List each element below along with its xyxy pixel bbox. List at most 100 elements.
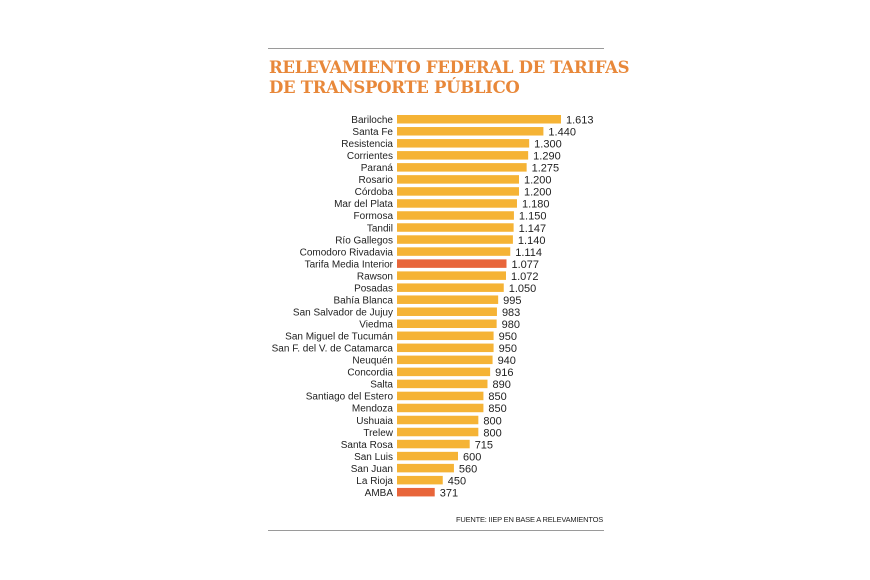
category-label: Santa Fe xyxy=(352,127,393,138)
bar xyxy=(397,211,514,220)
category-label: Río Gallegos xyxy=(335,235,393,246)
value-label: 715 xyxy=(475,439,493,451)
value-label: 1.140 xyxy=(518,235,546,247)
category-label: Tandil xyxy=(367,223,393,234)
value-label: 1.114 xyxy=(515,247,542,259)
value-label: 371 xyxy=(440,487,458,499)
bar xyxy=(397,379,488,389)
category-label: San Juan xyxy=(351,464,393,475)
bar xyxy=(397,367,491,377)
bar xyxy=(397,115,561,124)
value-label: 850 xyxy=(488,391,506,403)
value-label: 890 xyxy=(492,379,510,391)
category-label: Rawson xyxy=(357,271,393,282)
bottom-rule xyxy=(268,530,604,531)
category-label: AMBA xyxy=(365,488,394,499)
bar xyxy=(397,175,520,184)
bar xyxy=(397,403,484,413)
category-label: Córdoba xyxy=(355,187,394,198)
value-label: 1.200 xyxy=(524,175,552,187)
category-label: San Miguel de Tucumán xyxy=(285,332,393,343)
value-label: 950 xyxy=(499,343,517,355)
top-rule xyxy=(268,48,604,49)
category-label: Trelew xyxy=(363,428,393,439)
bar xyxy=(397,331,494,341)
category-label: Bariloche xyxy=(351,115,393,126)
bar xyxy=(397,127,544,136)
category-label: Viedma xyxy=(359,320,393,331)
value-label: 1.050 xyxy=(509,283,537,295)
category-label: Formosa xyxy=(354,211,394,222)
category-label: Tarifa Media Interior xyxy=(305,259,394,270)
bar xyxy=(397,343,494,353)
category-label: Santa Rosa xyxy=(341,440,394,451)
bar xyxy=(397,295,499,304)
category-label: Comodoro Rivadavia xyxy=(300,247,394,258)
value-label: 800 xyxy=(483,427,501,439)
value-label: 995 xyxy=(503,295,521,307)
bar xyxy=(397,235,513,244)
value-label: 600 xyxy=(463,451,481,463)
bar xyxy=(397,187,520,196)
bar xyxy=(397,283,504,292)
bar xyxy=(397,271,506,280)
category-label: San Salvador de Jujuy xyxy=(293,307,393,318)
value-label: 983 xyxy=(502,307,520,319)
value-label: 1.300 xyxy=(534,139,562,151)
bar xyxy=(397,247,511,256)
value-label: 1.180 xyxy=(522,199,550,211)
category-label: Santiago del Estero xyxy=(306,392,394,403)
bar xyxy=(397,199,517,208)
value-label: 1.200 xyxy=(524,187,552,199)
category-label: Salta xyxy=(370,380,393,391)
category-label: Neuquén xyxy=(352,356,393,367)
source-note: FUENTE: IIEP EN BASE A RELEVAMIENTOS xyxy=(455,515,603,524)
value-label: 1.077 xyxy=(512,259,540,271)
bar xyxy=(397,415,479,425)
category-label: Corrientes xyxy=(347,151,393,162)
value-label: 1.440 xyxy=(548,127,576,139)
category-label: San Luis xyxy=(354,452,393,463)
category-label: La Rioja xyxy=(356,476,393,487)
value-label: 1.613 xyxy=(566,115,594,127)
category-label: Mendoza xyxy=(352,404,394,415)
category-label: Bahía Blanca xyxy=(334,295,394,306)
value-label: 560 xyxy=(459,463,477,475)
category-label: Mar del Plata xyxy=(334,199,393,210)
category-label: San F. del V. de Catamarca xyxy=(272,344,394,355)
category-label: Ushuaia xyxy=(356,416,393,427)
bar xyxy=(397,355,493,365)
bar xyxy=(397,139,530,148)
value-label: 980 xyxy=(502,319,520,331)
category-label: Resistencia xyxy=(341,139,393,150)
bar xyxy=(397,475,443,485)
bar xyxy=(397,307,497,316)
bar xyxy=(397,427,479,437)
bar xyxy=(397,487,435,497)
value-label: 950 xyxy=(499,331,517,343)
value-label: 1.290 xyxy=(533,151,561,163)
bar xyxy=(397,151,529,160)
value-label: 1.072 xyxy=(511,271,539,283)
bar xyxy=(397,163,527,172)
bar xyxy=(397,223,514,232)
value-label: 1.150 xyxy=(519,211,547,223)
bar xyxy=(397,319,497,329)
value-label: 1.275 xyxy=(532,163,560,175)
value-label: 940 xyxy=(498,355,516,367)
category-label: Concordia xyxy=(347,368,393,379)
bar xyxy=(397,259,507,268)
bar xyxy=(397,439,470,449)
bar xyxy=(397,463,454,473)
value-label: 916 xyxy=(495,367,513,379)
category-label: Posadas xyxy=(354,283,393,294)
value-label: 450 xyxy=(448,475,466,487)
chart-title: RELEVAMIENTO FEDERAL DE TARIFAS DE TRANS… xyxy=(269,58,630,97)
bar xyxy=(397,451,459,461)
category-label: Paraná xyxy=(361,163,394,174)
value-label: 1.147 xyxy=(519,223,547,235)
value-label: 800 xyxy=(483,415,501,427)
category-label: Rosario xyxy=(359,175,394,186)
value-label: 850 xyxy=(488,403,506,415)
